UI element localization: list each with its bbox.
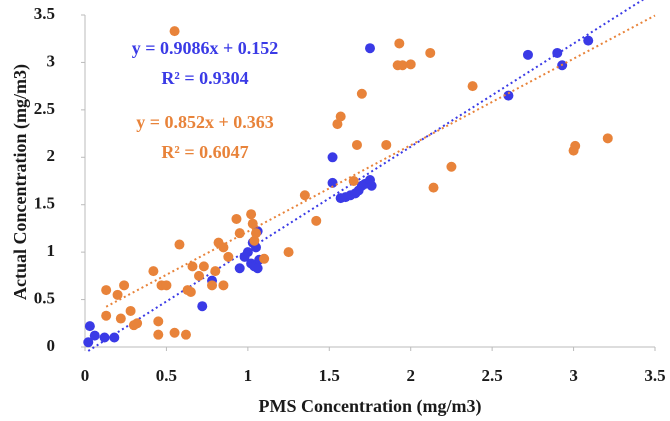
point bbox=[327, 177, 338, 188]
x-tick-label: 3.5 bbox=[644, 366, 665, 385]
point bbox=[366, 180, 377, 191]
point bbox=[405, 59, 416, 70]
y-tick-label: 0.5 bbox=[34, 288, 55, 307]
x-tick-label: 3 bbox=[569, 366, 578, 385]
point bbox=[522, 49, 533, 60]
point bbox=[101, 310, 112, 321]
point bbox=[246, 209, 257, 220]
point bbox=[348, 176, 359, 186]
point bbox=[503, 90, 514, 101]
x-tick-label: 2.5 bbox=[482, 366, 503, 385]
point bbox=[251, 228, 261, 239]
point bbox=[101, 285, 112, 296]
point bbox=[83, 337, 94, 348]
point bbox=[218, 280, 229, 291]
point bbox=[234, 263, 245, 274]
x-tick-label: 2 bbox=[406, 366, 415, 385]
point bbox=[153, 329, 164, 340]
point bbox=[299, 190, 310, 201]
point bbox=[428, 182, 439, 193]
trend-equation: y = 0.9086x + 0.152 bbox=[132, 38, 279, 58]
trendline bbox=[105, 14, 656, 308]
point bbox=[583, 35, 594, 46]
x-tick-label: 0 bbox=[81, 366, 90, 385]
point bbox=[185, 286, 196, 297]
point bbox=[174, 239, 185, 250]
point bbox=[231, 213, 242, 224]
point bbox=[327, 152, 338, 163]
point bbox=[84, 321, 95, 332]
point bbox=[259, 253, 270, 264]
point bbox=[180, 329, 191, 340]
point bbox=[467, 81, 478, 92]
point bbox=[132, 318, 143, 329]
point bbox=[99, 332, 110, 343]
point bbox=[161, 280, 172, 291]
point bbox=[169, 327, 180, 338]
point bbox=[365, 43, 375, 54]
point bbox=[381, 139, 392, 150]
y-tick-label: 3.5 bbox=[34, 4, 55, 23]
point bbox=[218, 242, 229, 253]
y-axis-title: Actual Concentration (mg/m3) bbox=[10, 64, 31, 300]
point bbox=[252, 263, 263, 274]
y-tick-label: 0 bbox=[47, 336, 56, 355]
y-tick-label: 2.5 bbox=[34, 99, 55, 118]
point bbox=[356, 88, 367, 99]
y-tick-label: 3 bbox=[47, 51, 56, 70]
point bbox=[247, 218, 258, 229]
point bbox=[153, 316, 164, 327]
point bbox=[207, 280, 218, 291]
point bbox=[602, 133, 613, 144]
point bbox=[187, 261, 198, 272]
point bbox=[234, 228, 245, 239]
point bbox=[112, 289, 123, 300]
point bbox=[223, 251, 234, 262]
r-squared: R² = 0.6047 bbox=[161, 142, 248, 162]
x-tick-label: 1.5 bbox=[319, 366, 340, 385]
point bbox=[115, 313, 126, 324]
point bbox=[194, 270, 204, 281]
r-squared: R² = 0.9304 bbox=[161, 68, 248, 88]
point bbox=[397, 60, 408, 71]
point bbox=[335, 111, 346, 122]
point bbox=[332, 119, 343, 130]
point bbox=[552, 47, 563, 58]
point bbox=[249, 235, 260, 246]
point bbox=[394, 38, 405, 49]
point bbox=[242, 247, 253, 258]
point bbox=[125, 305, 136, 316]
point bbox=[169, 26, 180, 37]
point bbox=[89, 330, 100, 341]
point bbox=[198, 261, 209, 272]
point bbox=[570, 140, 581, 151]
point bbox=[283, 247, 294, 258]
point bbox=[109, 332, 120, 343]
x-tick-label: 0.5 bbox=[156, 366, 177, 385]
point bbox=[148, 266, 159, 277]
point bbox=[210, 266, 221, 277]
y-tick-label: 2 bbox=[47, 146, 56, 165]
y-tick-label: 1.5 bbox=[34, 194, 55, 213]
x-tick-label: 1 bbox=[244, 366, 253, 385]
point bbox=[446, 161, 457, 172]
x-axis-title: PMS Concentration (mg/m3) bbox=[259, 396, 482, 417]
point bbox=[425, 47, 436, 58]
point bbox=[119, 280, 130, 291]
point bbox=[311, 215, 322, 226]
y-tick-label: 1 bbox=[47, 241, 56, 260]
point bbox=[351, 139, 362, 150]
point bbox=[197, 301, 208, 312]
trend-equation: y = 0.852x + 0.363 bbox=[136, 112, 274, 132]
